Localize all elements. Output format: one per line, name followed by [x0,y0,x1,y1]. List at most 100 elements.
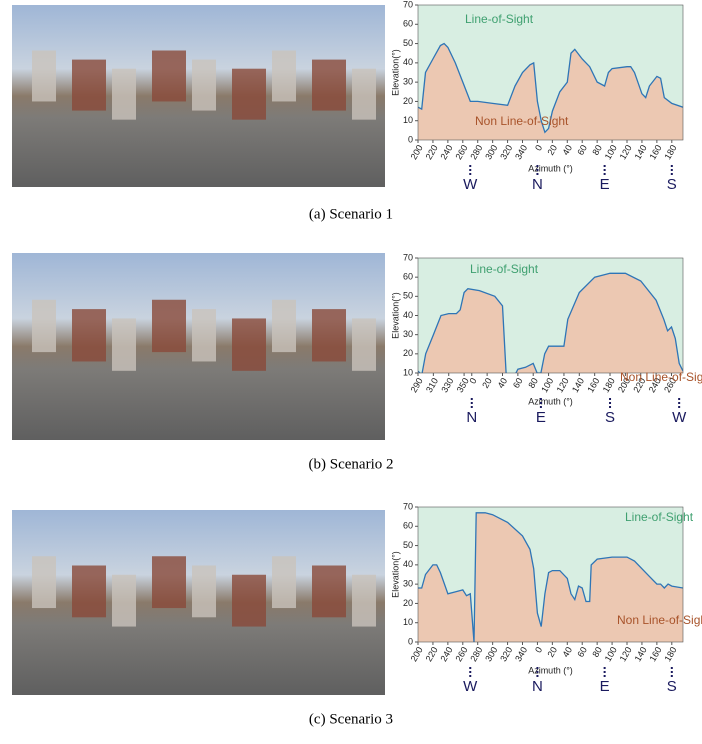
y-tick-label: 60 [403,272,413,282]
building [192,59,216,111]
y-tick-label: 20 [403,598,413,608]
y-tick-label: 20 [403,348,413,358]
x-tick-label: 80 [590,645,604,659]
x-tick-label: 310 [424,376,440,394]
building [352,318,376,371]
compass-label: E [600,176,610,193]
compass-label: E [536,409,546,426]
y-axis-label: Elevation(°) [390,551,400,598]
y-tick-label: 40 [403,310,413,320]
x-tick-label: 180 [662,645,678,663]
building [312,565,346,618]
compass-label: S [605,409,615,426]
x-tick-label: 180 [662,143,678,161]
plot-frame [417,506,684,643]
x-tick-label: 120 [555,376,571,394]
x-tick-label: 60 [575,143,589,157]
x-tick-label: 100 [603,645,619,663]
x-tick-label: 20 [545,143,559,157]
x-tick-label: 120 [618,143,634,161]
building [312,309,346,362]
plot-frame [417,4,684,141]
building [272,299,296,353]
building [232,68,266,120]
compass-label: S [667,678,677,695]
building [112,574,136,627]
compass-label: W [463,678,478,695]
x-axis-label: Azimuth (°) [528,396,573,406]
nlos-label: Non Line-of-Sight [475,114,569,128]
y-tick-label: 30 [403,329,413,339]
x-tick-label: 140 [570,376,586,394]
caption: (b) Scenario 2 [309,456,394,472]
nlos-label: Non Line-of-Sight [620,370,702,384]
y-tick-label: 30 [403,77,413,87]
compass-label: W [672,409,687,426]
x-tick-label: 0 [533,143,544,152]
compass-label: W [463,176,478,193]
x-tick-label: 260 [453,645,469,663]
nlos-label: Non Line-of-Sight [617,613,702,627]
building [192,309,216,362]
x-tick-label: 40 [560,645,574,659]
x-tick-label: 260 [453,143,469,161]
x-tick-label: 280 [468,645,484,663]
y-tick-label: 50 [403,291,413,301]
x-tick-label: 290 [409,376,425,394]
building [32,556,56,609]
x-axis-label: Azimuth (°) [528,665,573,675]
y-tick-label: 50 [403,540,413,550]
x-tick-label: 60 [511,376,525,390]
building [72,59,106,111]
y-tick-label: 0 [408,134,413,144]
x-tick-label: 280 [468,143,484,161]
building [272,50,296,102]
x-tick-label: 240 [438,143,454,161]
compass-label: N [532,176,543,193]
caption: (c) Scenario 3 [309,711,393,727]
x-tick-label: 80 [526,376,540,390]
y-tick-label: 10 [403,115,413,125]
los-label: Line-of-Sight [465,12,534,26]
building [72,309,106,362]
los-label: Line-of-Sight [625,510,694,524]
building [152,50,186,102]
x-tick-label: 20 [545,645,559,659]
y-axis-label: Elevation(°) [390,292,400,339]
x-tick-label: 160 [647,143,663,161]
building [32,299,56,353]
compass-label: E [600,678,610,695]
y-tick-label: 10 [403,367,413,377]
building [232,574,266,627]
x-tick-label: 340 [513,143,529,161]
building [352,68,376,120]
compass-label: N [532,678,543,695]
x-tick-label: 200 [409,645,425,663]
building [72,565,106,618]
compass-label: S [667,176,677,193]
y-axis-label: Elevation(°) [390,49,400,96]
building [32,50,56,102]
nlos-area [418,512,683,642]
y-tick-label: 70 [403,252,413,262]
x-tick-label: 0 [533,645,544,654]
x-tick-label: 40 [560,143,574,157]
x-tick-label: 300 [483,645,499,663]
y-tick-label: 40 [403,57,413,67]
x-tick-label: 200 [409,143,425,161]
x-tick-label: 60 [575,645,589,659]
x-tick-label: 240 [438,645,454,663]
building [112,318,136,371]
x-tick-label: 20 [480,376,494,390]
x-tick-label: 320 [498,143,514,161]
building [352,574,376,627]
compass-label: N [466,409,477,426]
elevation-line [418,512,683,642]
building [112,68,136,120]
building [312,59,346,111]
y-tick-label: 50 [403,38,413,48]
x-tick-label: 80 [590,143,604,157]
x-tick-label: 100 [603,143,619,161]
